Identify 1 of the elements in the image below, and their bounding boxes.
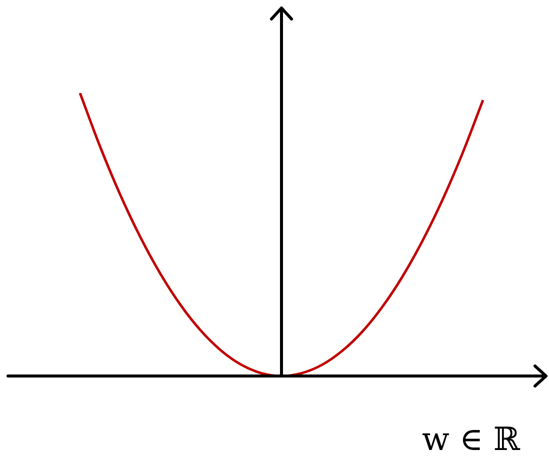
x-axis-title: w ∈ ℝ xyxy=(422,420,520,456)
